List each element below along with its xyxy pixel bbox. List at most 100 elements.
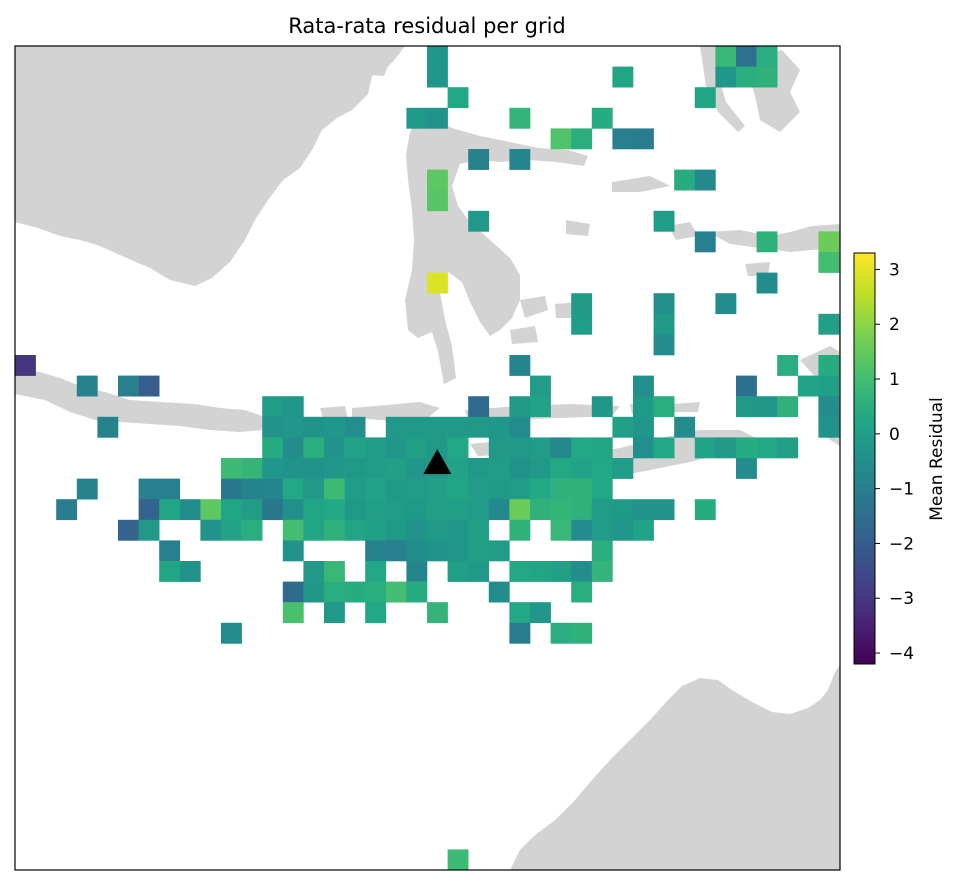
grid-cell [509,355,531,376]
grid-cell [427,66,448,88]
grid-cell [344,478,366,500]
grid-cell [797,375,819,397]
grid-cell [633,499,654,521]
grid-cell [468,540,490,562]
grid-cell [447,499,469,521]
grid-cell [612,499,634,521]
grid-cell [365,499,387,521]
grid-cell [324,458,345,479]
grid-cell [591,561,613,582]
grid-cell [488,416,510,438]
grid-cell [818,355,840,376]
colorbar-tick-label: −1 [889,480,914,500]
grid-cell [694,231,716,253]
grid-cell [406,540,428,562]
grid-cell [591,396,613,418]
grid-cell [262,437,284,459]
map-frame [14,45,841,871]
grid-cell [756,272,778,294]
grid-cell [427,46,448,67]
grid-cell [76,478,98,500]
grid-cell [591,437,613,459]
grid-cell [818,252,840,273]
grid-cell [159,540,181,562]
grid-cell [97,416,119,438]
grid-cell [447,416,469,438]
colorbar-ticks: −4 −3 −2 −1 0 1 2 3 [875,260,914,664]
grid-cell [262,499,284,521]
grid-cell [530,396,551,418]
grid-cell [344,519,366,541]
grid-cell [159,478,181,500]
grid-cell [406,458,428,479]
grid-cell [653,396,675,418]
grid-cell [468,499,490,521]
grid-cell [324,519,345,541]
grid-cell [385,458,407,479]
grid-cell [324,499,345,521]
grid-cell [324,437,345,459]
grid-cell [571,581,593,603]
grid-cell [777,437,799,459]
grid-cell [427,437,448,459]
grid-cell [509,107,531,129]
grid-cell [571,293,593,315]
grid-cell [241,519,263,541]
grid-cell [488,581,510,603]
grid-cell [612,458,634,479]
grid-cell [777,396,799,418]
grid-cell [406,519,428,541]
grid-cell [262,458,284,479]
grid-cell [365,561,387,582]
grid-cell [674,169,696,191]
grid-cell [715,437,737,459]
grid-cell [282,519,304,541]
grid-cell [303,437,325,459]
grid-cell [76,375,98,397]
grid-cell [736,66,757,88]
grid-cell [571,313,593,335]
land-sulawesi-islet-2 [510,326,538,344]
land-sulawesi-islet-1 [520,296,548,318]
grid-cell [633,128,654,150]
grid-cell [633,396,654,418]
grid-cell [200,519,222,541]
grid-cell [282,458,304,479]
grid-cell [303,416,325,438]
grid-cell [550,437,572,459]
grid-cell [447,540,469,562]
land-moluccas-3 [745,262,770,276]
grid-cell [282,540,304,562]
grid-cell [468,416,490,438]
grid-cell [509,602,531,624]
grid-cell [509,561,531,582]
grid-cell [653,313,675,335]
grid-cell [365,437,387,459]
grid-cell [138,519,160,541]
grid-cell [633,519,654,541]
grid-cell [756,231,778,253]
grid-cell [385,416,407,438]
chart-title: Rata-rata residual per grid [288,14,566,38]
colorbar-tick-label: 2 [889,315,900,335]
marker-layer [423,449,452,475]
grid-cell [530,437,551,459]
colorbar-tick-label: 3 [889,260,900,280]
grid-cell [777,355,799,376]
grid-cell [427,107,448,129]
land-moluccas-2 [668,222,698,240]
grid-cell [159,499,181,521]
grid-cell [282,396,304,418]
grid-cell [818,313,840,335]
grid-cell [571,458,593,479]
grid-cell [427,519,448,541]
colorbar-tick-label: 1 [889,370,900,390]
grid-cell [612,128,634,150]
grid-cell [406,478,428,500]
grid-cell [447,561,469,582]
grid-cell [571,519,593,541]
grid-cell [221,478,242,500]
grid-cell [303,561,325,582]
grid-cell [694,437,716,459]
grid-cell [303,581,325,603]
